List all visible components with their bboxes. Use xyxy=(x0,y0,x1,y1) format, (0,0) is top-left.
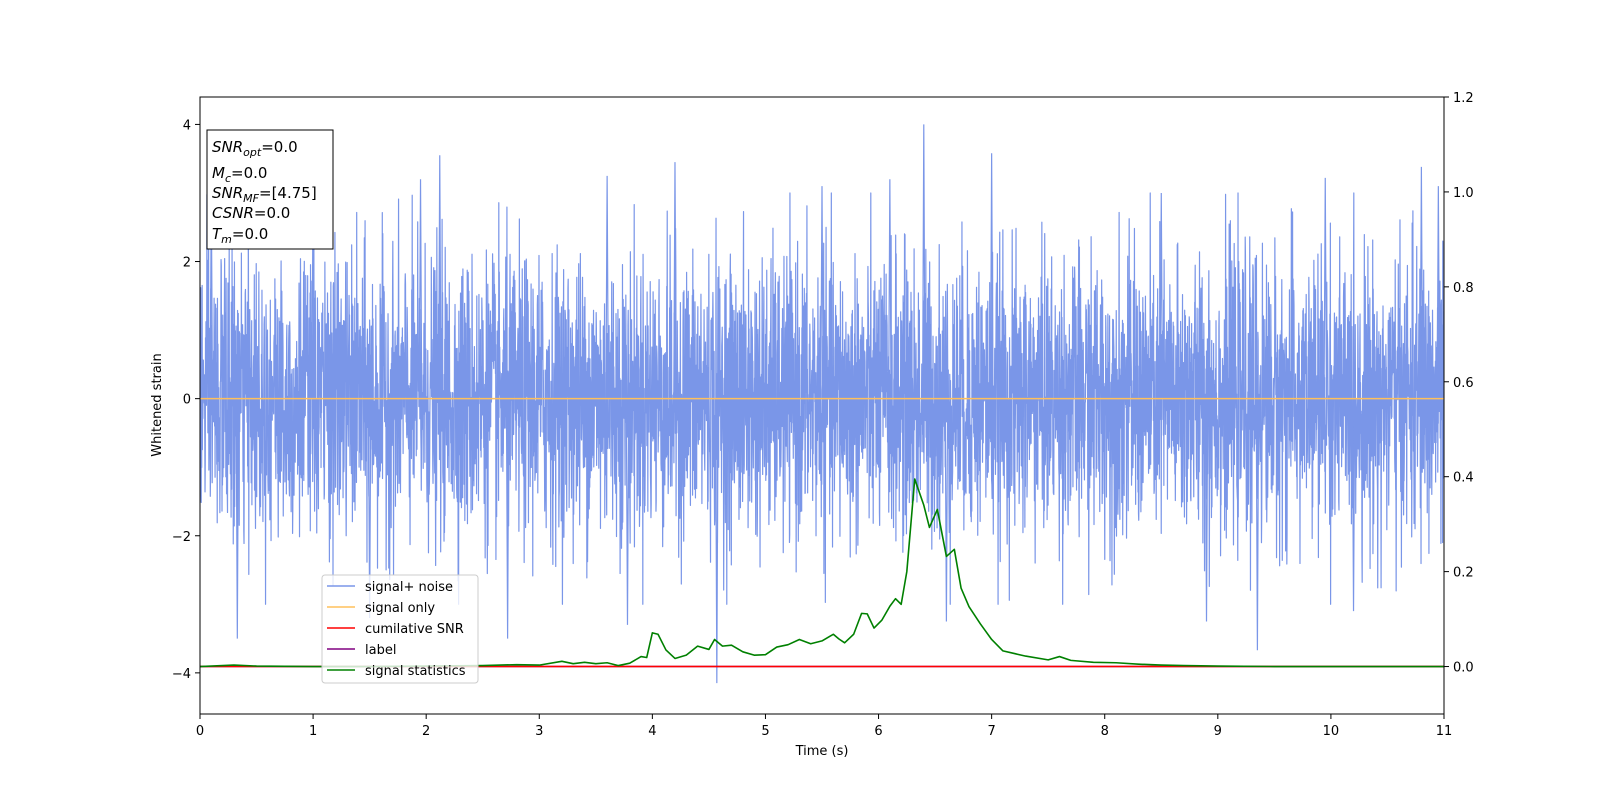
annotation-box: SNRopt=0.0 Mc=0.0 SNRMF=[4.75] CSNR=0.0 … xyxy=(206,129,334,250)
y-left-tick-label: −2 xyxy=(172,530,191,545)
noise-peak xyxy=(989,153,994,399)
y-left-tick-label: −4 xyxy=(172,667,191,682)
x-tick-label: 9 xyxy=(1214,724,1222,739)
noise-peak xyxy=(921,124,926,399)
y-axis-label: Whitened strain xyxy=(150,353,165,456)
noise-peak xyxy=(1255,398,1260,651)
noise-peak xyxy=(715,398,719,684)
noise-peak xyxy=(1436,186,1441,399)
annotation-mc: Mc=0.0 xyxy=(212,164,267,185)
y-right-tick-label: 0.6 xyxy=(1453,376,1474,391)
noise-peak xyxy=(625,398,630,625)
noise-peak xyxy=(888,179,892,399)
x-tick-label: 3 xyxy=(535,724,543,739)
annotation-snr-opt: SNRopt=0.0 xyxy=(212,138,298,159)
legend-label-label: label xyxy=(365,643,396,658)
noise-peak xyxy=(1419,166,1424,399)
legend: signal+ noise signal only cumilative SNR… xyxy=(321,574,479,684)
legend-label-signal-noise: signal+ noise xyxy=(365,580,453,595)
x-tick-label: 2 xyxy=(422,724,430,739)
y-left-tick-label: 0 xyxy=(183,393,191,408)
y-left-tick-label: 2 xyxy=(183,256,191,271)
y-right-tick-label: 1.0 xyxy=(1453,186,1474,201)
noise-peak xyxy=(673,162,677,399)
noise-peak xyxy=(418,179,423,399)
noise-peak xyxy=(437,155,442,399)
x-tick-label: 0 xyxy=(196,724,204,739)
y-right-tick-label: 0.8 xyxy=(1453,281,1474,296)
x-tick-label: 5 xyxy=(761,724,769,739)
noise-peak xyxy=(235,398,240,639)
noise-peak xyxy=(1204,398,1209,622)
x-axis: 0 1 2 3 4 5 6 7 8 9 10 11 xyxy=(196,714,1452,739)
x-tick-label: 4 xyxy=(648,724,656,739)
noise-peak xyxy=(605,175,609,399)
legend-label-signal-statistics: signal statistics xyxy=(365,664,466,679)
x-axis-label: Time (s) xyxy=(795,744,849,759)
x-tick-label: 6 xyxy=(874,724,882,739)
y-right-tick-label: 1.2 xyxy=(1453,91,1474,106)
noise-peak xyxy=(820,186,824,399)
legend-label-cumulative-snr: cumilative SNR xyxy=(365,622,464,637)
y-right-tick-label: 0.2 xyxy=(1453,566,1474,581)
x-tick-label: 8 xyxy=(1101,724,1109,739)
x-tick-label: 7 xyxy=(987,724,995,739)
noise-peak xyxy=(1159,192,1164,399)
annotation-snr-mf: SNRMF=[4.75] xyxy=(212,184,317,205)
annotation-tm: Tm=0.0 xyxy=(212,225,268,246)
series-signal-statistics-line xyxy=(200,478,1444,668)
legend-label-signal-only: signal only xyxy=(365,601,435,616)
y-left-tick-label: 4 xyxy=(183,118,191,133)
x-tick-label: 11 xyxy=(1436,724,1453,739)
y-right-tick-label: 0.0 xyxy=(1453,661,1474,676)
y-axis-right: 0.0 0.2 0.4 0.6 0.8 1.0 1.2 xyxy=(1444,91,1474,676)
y-right-tick-label: 0.4 xyxy=(1453,471,1474,486)
noise-peak xyxy=(944,398,949,622)
y-axis-left: −4 −2 0 2 4 xyxy=(172,118,200,682)
annotation-csnr: CSNR=0.0 xyxy=(212,204,290,222)
noise-peak xyxy=(1351,398,1356,612)
noise-peak xyxy=(505,398,510,639)
x-tick-label: 1 xyxy=(309,724,317,739)
x-tick-label: 10 xyxy=(1323,724,1340,739)
series-signal-noise-line xyxy=(200,192,1444,605)
noise-peak xyxy=(1323,177,1328,399)
plot-frame xyxy=(199,96,1445,715)
